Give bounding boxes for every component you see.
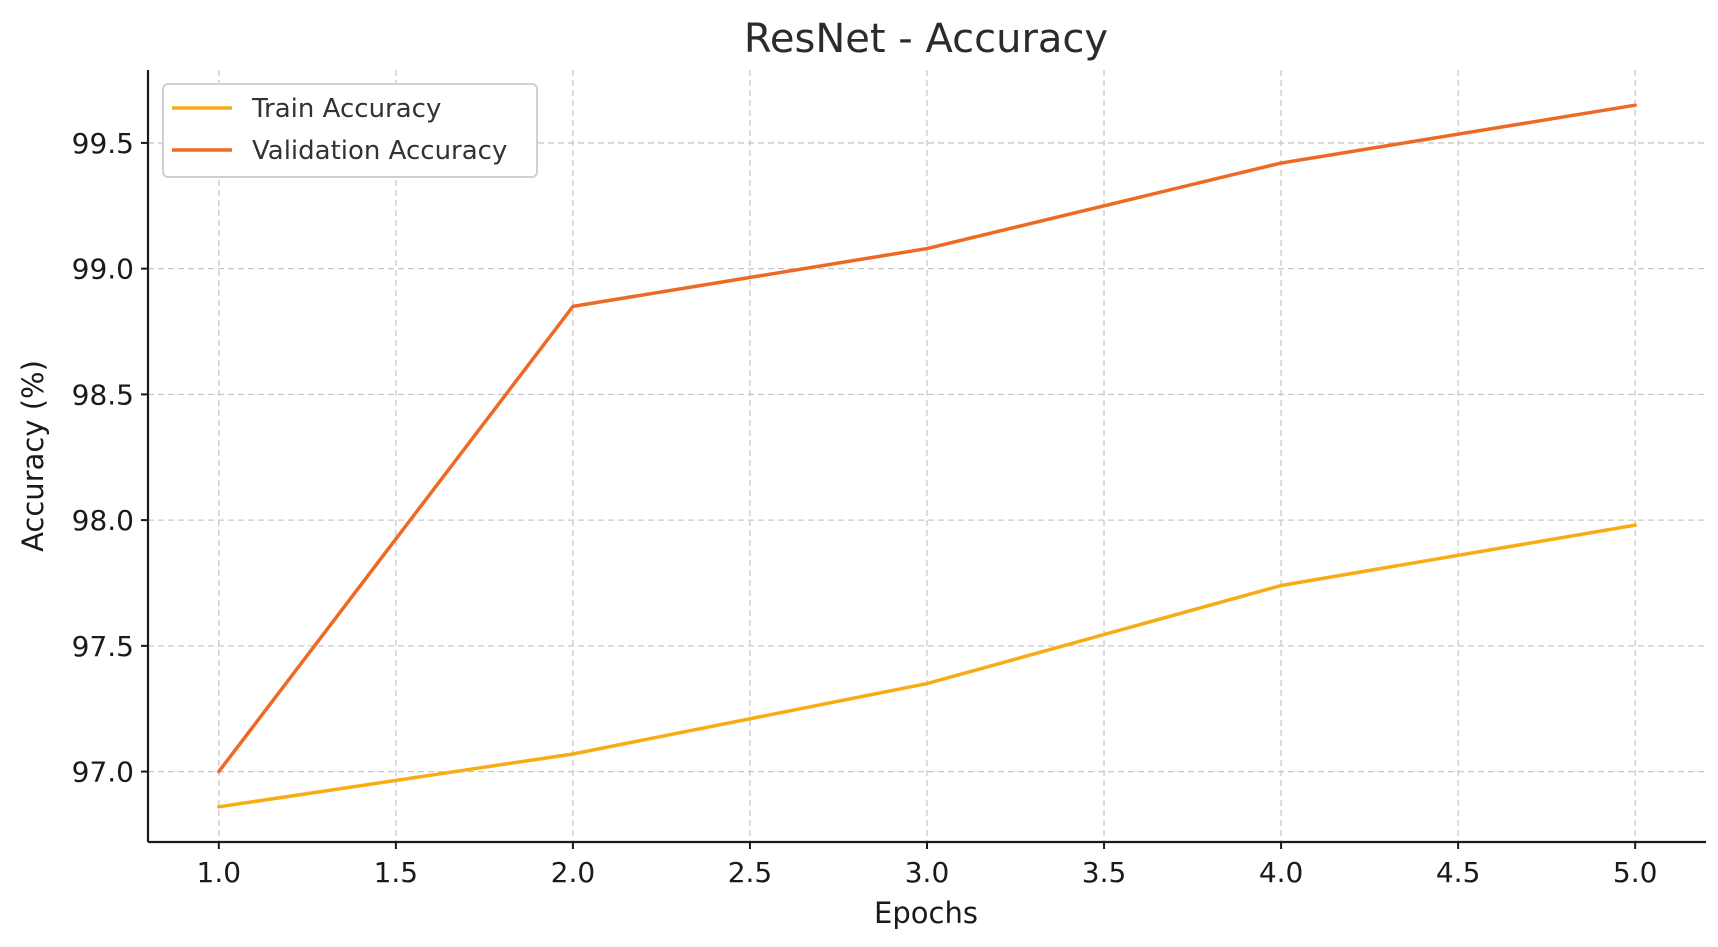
chart-title: ResNet - Accuracy — [744, 16, 1108, 62]
validation-accuracy-line — [217, 103, 1637, 774]
grid — [148, 70, 1706, 842]
train-accuracy-line — [217, 523, 1637, 809]
y-tick-label: 97.5 — [72, 630, 134, 663]
x-tick-label: 3.0 — [905, 856, 950, 889]
x-tick-label: 4.5 — [1436, 856, 1481, 889]
x-tick-label: 1.5 — [374, 856, 419, 889]
x-tick-label: 2.0 — [551, 856, 596, 889]
legend-label-validation: Validation Accuracy — [252, 136, 507, 166]
y-tick-label: 98.5 — [72, 378, 134, 411]
x-tick-label: 4.0 — [1259, 856, 1304, 889]
x-tick-label: 2.5 — [728, 856, 773, 889]
y-tick-label: 99.0 — [72, 253, 134, 286]
x-tick-label: 5.0 — [1613, 856, 1658, 889]
legend: Train Accuracy Validation Accuracy — [162, 83, 538, 178]
ticks: 1.0 1.5 2.0 2.5 3.0 3.5 4.0 4.5 5.0 97.0 97.5 98.0 9… — [72, 127, 1658, 889]
x-tick-label: 3.5 — [1082, 856, 1127, 889]
x-axis-title: Epochs — [874, 896, 978, 930]
legend-label-train: Train Accuracy — [251, 94, 441, 124]
x-tick-label: 1.0 — [197, 856, 242, 889]
series — [217, 103, 1637, 809]
y-axis-title: Accuracy (%) — [16, 360, 50, 552]
legend-box — [162, 83, 538, 178]
y-tick-label: 99.5 — [72, 127, 134, 160]
y-tick-label: 98.0 — [72, 504, 134, 537]
y-tick-label: 97.0 — [72, 756, 134, 789]
